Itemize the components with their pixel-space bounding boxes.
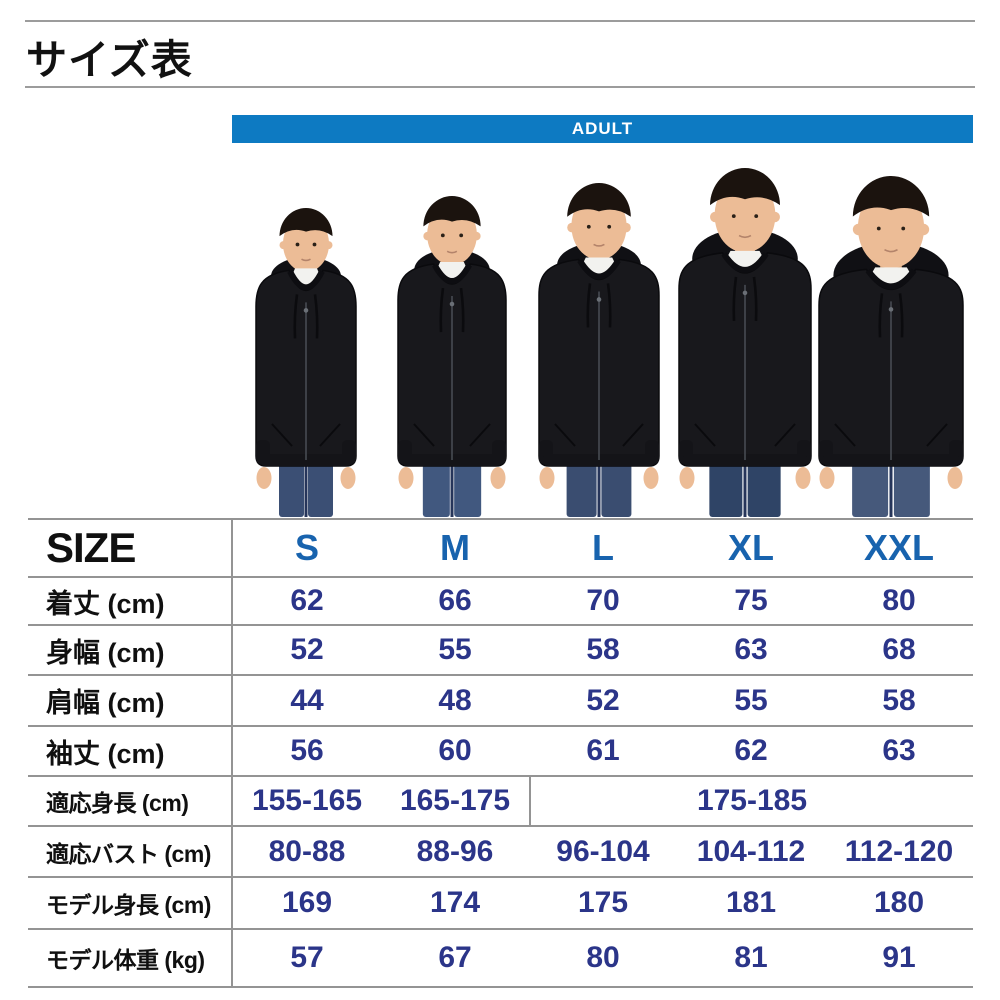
title-divider — [25, 86, 975, 88]
cell-value: 48 — [438, 683, 472, 717]
column-header-s: S — [294, 527, 319, 568]
page-title: サイズ表 — [26, 37, 193, 83]
model-figure-xl — [678, 168, 812, 517]
model-figure-m — [397, 195, 507, 517]
table-row: モデル身長 (cm) 169 174 175 181 180 — [28, 878, 973, 930]
table-row: 適応バスト (cm) 80-88 88-96 96-104 104-112 112-120 — [28, 827, 973, 878]
adult-banner-label: ADULT — [571, 119, 634, 138]
cell-value: 155-165 — [251, 784, 363, 817]
cell-value: 57 — [290, 941, 324, 974]
cell-value: 165-175 — [399, 784, 511, 817]
cell-value: 181 — [725, 886, 777, 919]
models-photo-illustration — [255, 168, 964, 517]
model-figure-s — [255, 208, 357, 517]
cell-value: 174 — [429, 886, 481, 919]
cell-value: 80 — [882, 584, 916, 617]
model-figure-xxl — [818, 176, 964, 517]
cell-value: 175 — [577, 886, 629, 919]
cell-value: 55 — [438, 633, 472, 666]
cell-value: 55 — [734, 683, 768, 717]
cell-value: 52 — [586, 683, 620, 717]
size-table: SIZE S M L XL XXL 着丈 (cm) 62 66 70 75 80 身幅 (cm) 52 55… — [28, 518, 973, 988]
cell-value: 52 — [290, 633, 324, 666]
table-row: モデル体重 (kg) 57 67 80 81 91 — [28, 930, 973, 988]
adult-banner: ADULT — [232, 115, 973, 143]
cell-value-span: 175-185 — [529, 777, 973, 825]
cell-value: 58 — [586, 633, 620, 666]
top-divider — [25, 20, 975, 22]
cell-value: 62 — [734, 734, 768, 767]
cell-value: 56 — [290, 734, 324, 767]
cell-value: 58 — [882, 683, 916, 717]
table-row: 適応身長 (cm) 155-165 165-175 175-185 — [28, 777, 973, 827]
table-row: 身幅 (cm) 52 55 58 63 68 — [28, 626, 973, 676]
row-label: 肩幅 (cm) — [28, 676, 233, 725]
cell-value: 62 — [290, 584, 324, 617]
cell-value: 66 — [438, 584, 472, 617]
cell-value: 70 — [586, 584, 620, 617]
table-row: 着丈 (cm) 62 66 70 75 80 — [28, 578, 973, 626]
cell-value: 91 — [882, 941, 916, 974]
cell-value: 44 — [290, 683, 324, 717]
cell-value: 60 — [438, 734, 472, 767]
row-label: 袖丈 (cm) — [28, 727, 233, 775]
cell-value: 96-104 — [556, 834, 650, 868]
cell-value: 61 — [586, 734, 620, 767]
row-label: 適応身長 (cm) — [28, 777, 233, 825]
table-row: 肩幅 (cm) 44 48 52 55 58 — [28, 676, 973, 727]
cell-value: 63 — [734, 633, 768, 666]
cell-value: 63 — [882, 734, 916, 767]
cell-value: 75 — [734, 584, 768, 617]
column-header-xxl: XXL — [863, 527, 934, 568]
cell-value: 169 — [281, 886, 333, 919]
column-header-m: M — [440, 527, 470, 568]
row-label: モデル体重 (kg) — [28, 930, 233, 986]
cell-value: 180 — [873, 886, 925, 919]
table-row: 袖丈 (cm) 56 60 61 62 63 — [28, 727, 973, 777]
column-header-l: L — [592, 527, 614, 568]
cell-value: 104-112 — [696, 834, 806, 868]
model-figure-l — [538, 183, 660, 517]
cell-value: 112-120 — [844, 834, 954, 868]
cell-value: 68 — [882, 633, 916, 666]
row-label: 着丈 (cm) — [28, 578, 233, 624]
cell-value: 81 — [734, 941, 768, 974]
column-header-xl: XL — [727, 527, 774, 568]
table-header-row: SIZE S M L XL XXL — [28, 520, 973, 578]
cell-value: 67 — [438, 941, 472, 974]
size-header-label: SIZE — [28, 520, 233, 576]
cell-value: 80-88 — [268, 834, 346, 868]
row-label: 適応バスト (cm) — [28, 827, 233, 876]
row-label: モデル身長 (cm) — [28, 878, 233, 928]
cell-value: 88-96 — [416, 834, 494, 868]
row-label: 身幅 (cm) — [28, 626, 233, 674]
cell-value: 80 — [586, 941, 620, 974]
